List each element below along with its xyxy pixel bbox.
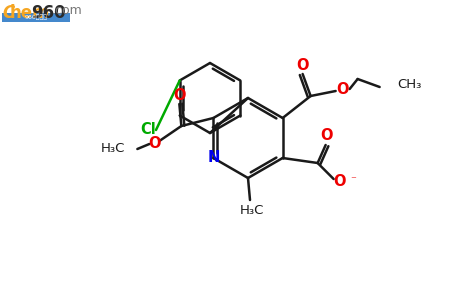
Text: O: O [333,173,346,188]
Text: N: N [207,151,219,166]
Text: O: O [320,129,333,144]
Text: .com: .com [52,4,83,17]
Text: C: C [2,4,14,22]
Text: Cl: Cl [140,122,156,137]
Text: CH₃: CH₃ [398,79,422,91]
Text: O: O [296,57,309,72]
Text: O: O [148,137,161,151]
Text: 960: 960 [31,4,65,22]
Text: H₃C: H₃C [101,142,125,156]
Text: 960化工网: 960化工网 [25,15,47,20]
FancyBboxPatch shape [2,13,70,22]
Text: ⁻: ⁻ [351,175,356,185]
Text: O: O [337,81,349,96]
Text: H₃C: H₃C [240,205,264,217]
Text: O: O [173,88,186,103]
Text: hem: hem [10,4,51,22]
